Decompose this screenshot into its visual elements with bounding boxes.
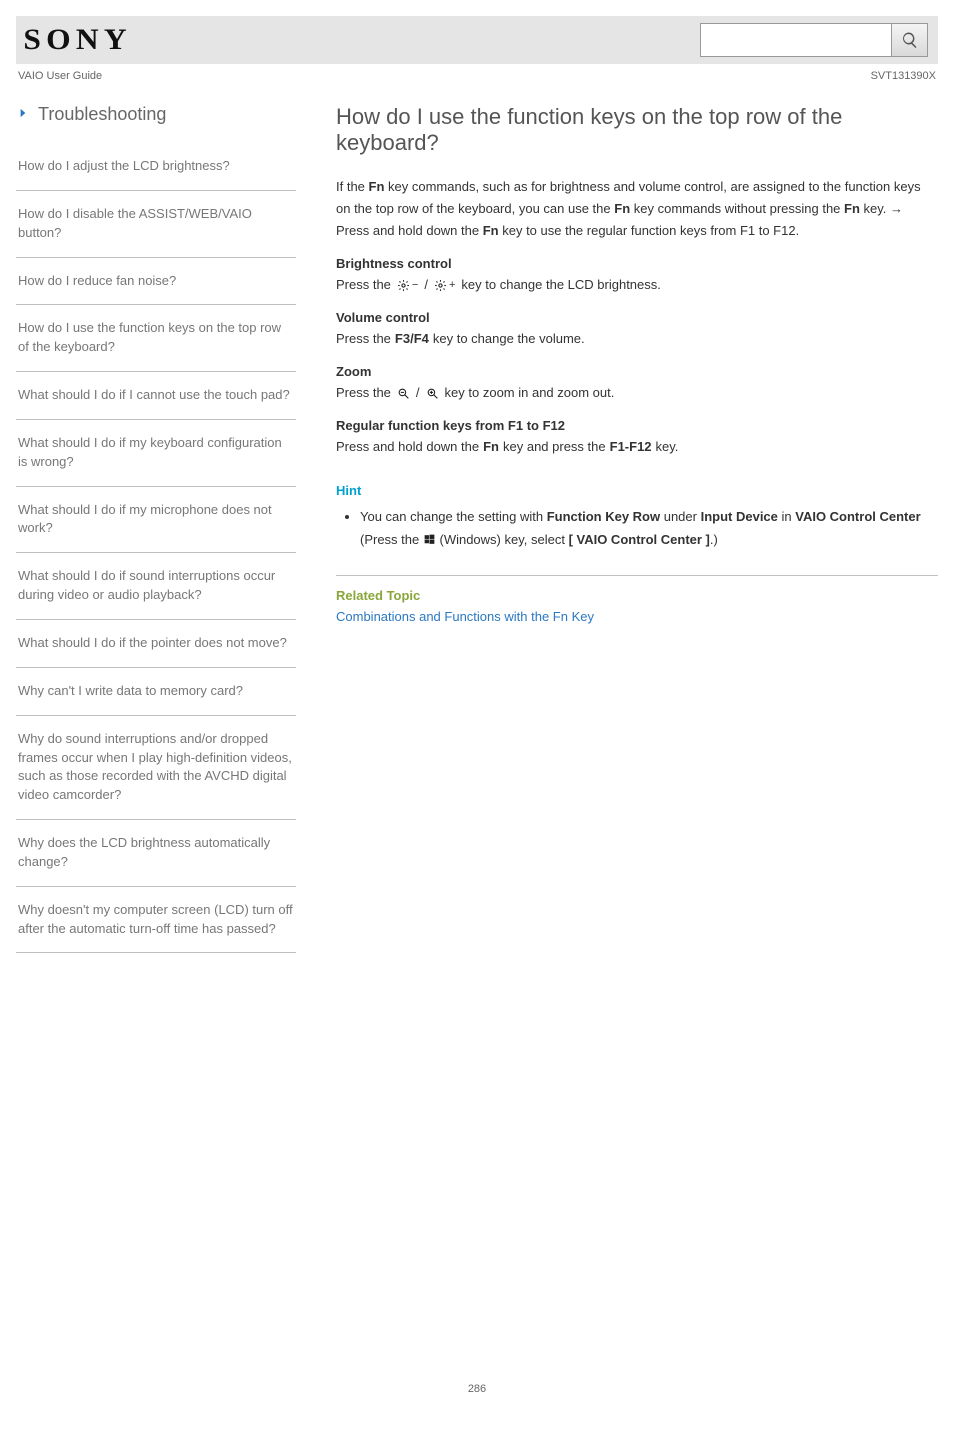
def-desc: Press and hold down the Fn key and press… <box>336 437 938 458</box>
intro-paragraph: If the Fn key commands, such as for brig… <box>336 176 938 242</box>
header-bar: SONY <box>16 16 938 64</box>
article-title: How do I use the function keys on the to… <box>336 104 938 156</box>
page-number: 286 <box>16 1383 938 1415</box>
sidebar-item[interactable]: What should I do if my keyboard configur… <box>16 420 296 487</box>
def-desc: Press the F3/F4 key to change the volume… <box>336 329 938 350</box>
def-desc: Press the / key to zoom in and zoom out. <box>336 383 938 404</box>
search-input[interactable] <box>701 24 891 56</box>
def-desc: Press the − / + key to change the LCD br… <box>336 275 938 296</box>
hint-heading: Hint <box>336 483 938 498</box>
zoom-in-icon <box>426 387 439 400</box>
main-content: How do I use the function keys on the to… <box>336 98 938 624</box>
brightness-down-icon: − <box>397 277 418 295</box>
definition-list: Brightness control Press the − / + key t… <box>336 256 938 457</box>
sidebar-item[interactable]: Why do sound interruptions and/or droppe… <box>16 716 296 820</box>
def-term: Zoom <box>336 364 938 379</box>
zoom-out-icon <box>397 387 410 400</box>
chevron-right-icon <box>16 104 30 125</box>
related-link[interactable]: Combinations and Functions with the Fn K… <box>336 609 594 624</box>
sidebar-item[interactable]: What should I do if my microphone does n… <box>16 487 296 554</box>
sidebar-item[interactable]: How do I use the function keys on the to… <box>16 305 296 372</box>
sidebar-item[interactable]: What should I do if the pointer does not… <box>16 620 296 668</box>
search-button[interactable] <box>891 24 927 56</box>
def-term: Regular function keys from F1 to F12 <box>336 418 938 433</box>
hint-list: You can change the setting with Function… <box>336 506 938 552</box>
related-section: Related Topic Combinations and Functions… <box>336 575 938 624</box>
sidebar-item[interactable]: How do I adjust the LCD brightness? <box>16 143 296 191</box>
sony-logo: SONY <box>23 23 132 57</box>
sidebar-item[interactable]: How do I disable the ASSIST/WEB/VAIO but… <box>16 191 296 258</box>
sidebar-nav-list: How do I adjust the LCD brightness? How … <box>16 143 296 953</box>
sidebar-title[interactable]: Troubleshooting <box>16 98 296 143</box>
manual-label: VAIO User Guide <box>18 70 102 82</box>
related-heading: Related Topic <box>336 588 938 603</box>
hint-item: You can change the setting with Function… <box>360 506 938 552</box>
model-row: VAIO User Guide SVT131390X <box>16 64 938 98</box>
sidebar-item[interactable]: Why does the LCD brightness automaticall… <box>16 820 296 887</box>
def-term: Volume control <box>336 310 938 325</box>
model-number: SVT131390X <box>871 70 936 82</box>
sidebar-item[interactable]: What should I do if I cannot use the tou… <box>16 372 296 420</box>
search-icon <box>901 31 919 49</box>
windows-icon <box>423 531 436 553</box>
sidebar-item[interactable]: Why can't I write data to memory card? <box>16 668 296 716</box>
sidebar: Troubleshooting How do I adjust the LCD … <box>16 98 296 953</box>
sidebar-item[interactable]: Why doesn't my computer screen (LCD) tur… <box>16 887 296 954</box>
sidebar-item[interactable]: How do I reduce fan noise? <box>16 258 296 306</box>
search-box <box>700 23 928 57</box>
sidebar-item[interactable]: What should I do if sound interruptions … <box>16 553 296 620</box>
sidebar-title-text: Troubleshooting <box>38 104 166 125</box>
brightness-up-icon: + <box>434 277 455 295</box>
def-term: Brightness control <box>336 256 938 271</box>
